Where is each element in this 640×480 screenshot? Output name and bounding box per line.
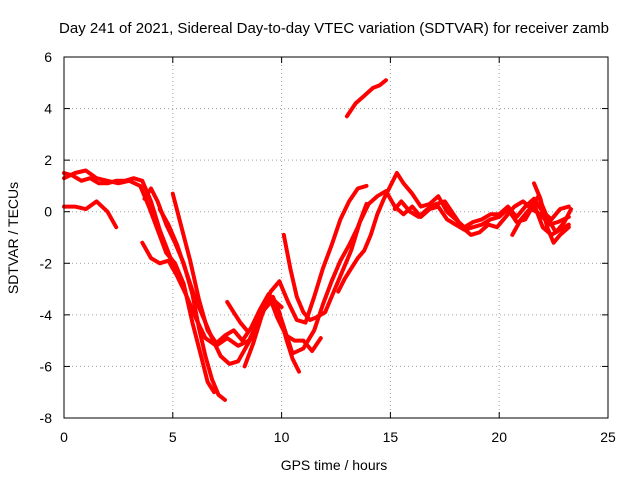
plot-frame (63, 56, 609, 419)
series-arc-8 (225, 300, 249, 333)
y-tick-label: -2 (40, 255, 53, 271)
series-arc-16 (532, 181, 571, 245)
x-tick-label: 25 (600, 429, 616, 445)
chart-title: Day 241 of 2021, Sidereal Day-to-day VTE… (59, 20, 609, 37)
y-tick-label: -6 (40, 358, 53, 374)
axis-ticks: 0 5 10 15 20 25 -8 -6 -4 -2 0 2 4 6 (40, 49, 616, 445)
y-tick-label: -8 (40, 410, 53, 426)
x-tick-label: 0 (60, 429, 68, 445)
x-tick-label: 20 (491, 429, 507, 445)
series-arc-14 (344, 78, 388, 119)
y-tick-label: -4 (40, 307, 53, 323)
x-tick-label: 10 (274, 429, 290, 445)
y-axis-label: SDTVAR / TECUs (5, 182, 21, 294)
y-tick-label: 6 (44, 49, 52, 65)
series-arc-11 (392, 199, 571, 237)
x-axis-label: GPS time / hours (281, 457, 388, 473)
x-tick-label: 5 (169, 429, 177, 445)
series-arc-5 (140, 240, 188, 297)
y-tick-label: 2 (44, 152, 52, 168)
grid-lines (64, 57, 608, 418)
y-tick-label: 0 (44, 204, 52, 220)
series-arc-3 (62, 199, 119, 230)
series-arc-13 (242, 183, 369, 369)
x-tick-label: 15 (383, 429, 399, 445)
series-arc-2 (62, 168, 217, 395)
series-arc-6 (170, 191, 323, 353)
y-tick-label: 4 (44, 101, 52, 117)
data-series (62, 78, 573, 402)
